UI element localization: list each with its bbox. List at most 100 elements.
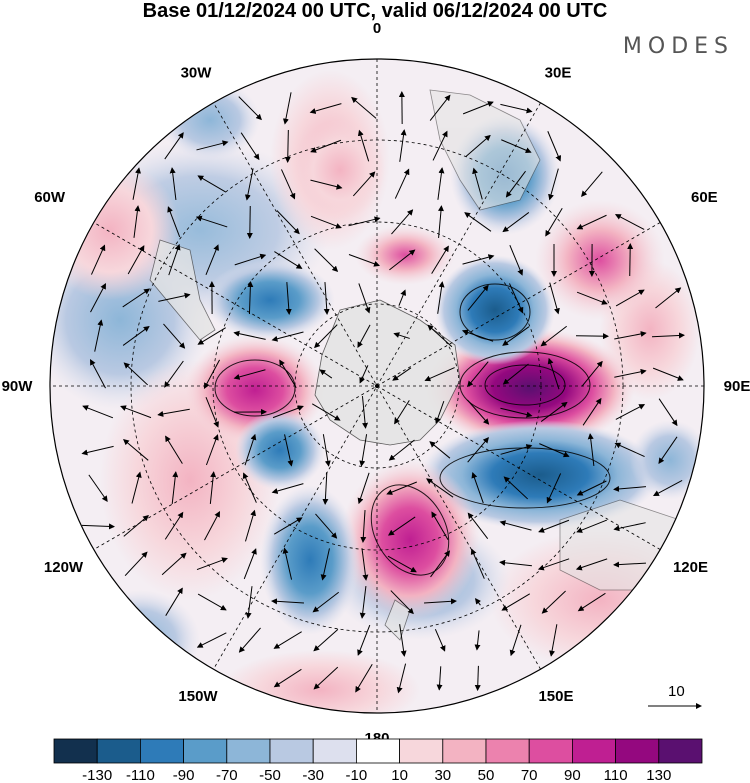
wind-vector — [499, 559, 532, 567]
wind-vector — [389, 249, 416, 271]
wind-vector — [651, 332, 685, 339]
wind-vector — [388, 439, 415, 461]
wind-vector — [320, 548, 330, 581]
wind-vector — [502, 363, 529, 385]
wind-vector — [164, 511, 184, 540]
wind-vector — [132, 167, 141, 200]
wind-vector — [437, 281, 445, 314]
colorbar-tick-label: -70 — [216, 767, 238, 783]
wind-vector — [81, 523, 115, 530]
wind-vector — [540, 325, 567, 347]
wind-vector — [615, 404, 646, 420]
wind-vector — [196, 632, 227, 648]
map-border — [49, 58, 705, 714]
wind-vector — [233, 369, 266, 380]
wind-vector — [122, 325, 150, 346]
wind-vector — [653, 480, 683, 497]
colorbar — [53, 738, 703, 764]
colorbar-swatch — [226, 738, 271, 764]
wind-vector — [357, 129, 370, 162]
wind-vector — [613, 561, 647, 568]
new-zealand — [384, 599, 411, 641]
wind-vector — [163, 323, 186, 349]
wind-vector — [312, 591, 340, 613]
wind-vector — [500, 407, 533, 418]
wind-vector — [396, 663, 407, 694]
wind-vector — [399, 624, 407, 657]
wind-vector — [360, 510, 367, 543]
wind-vector — [280, 169, 296, 200]
wind-vector — [238, 96, 262, 121]
colorbar-swatch — [139, 738, 184, 764]
wind-vector — [393, 332, 410, 339]
wind-vector — [273, 517, 303, 535]
africa — [429, 89, 541, 211]
wind-vector — [462, 254, 495, 265]
wind-vector — [205, 396, 219, 428]
wind-vector — [123, 439, 149, 461]
colorbar-tick-label: 130 — [646, 767, 671, 783]
wind-vector — [581, 171, 603, 197]
wind-vector — [437, 205, 444, 238]
colorbar-tick-label: 90 — [564, 767, 581, 783]
south-america — [149, 239, 216, 341]
wind-vector — [430, 550, 451, 578]
wind-vector — [90, 282, 106, 313]
wind-vector — [500, 444, 533, 455]
wind-vector — [503, 476, 529, 500]
wind-vector — [470, 548, 485, 579]
wind-vector — [171, 471, 179, 504]
anomaly-field — [50, 59, 704, 713]
colorbar-tick-label: -10 — [346, 767, 368, 783]
wind-vector — [398, 289, 407, 306]
wind-vector — [164, 360, 184, 388]
colorbar-swatch — [96, 738, 141, 764]
wind-vector — [322, 434, 331, 467]
wind-vector — [474, 630, 481, 651]
wind-vector — [467, 437, 489, 463]
wind-vector — [244, 433, 257, 466]
wind-vector — [434, 628, 446, 652]
wind-vector — [424, 367, 455, 382]
wind-vector — [310, 215, 342, 229]
colorbar-tick-label: -90 — [173, 767, 195, 783]
wind-vector — [436, 666, 443, 691]
wind-vector — [233, 330, 266, 340]
wind-vector — [658, 436, 678, 465]
wind-vector — [314, 248, 339, 272]
wind-vector — [165, 587, 183, 616]
wind-vector — [577, 592, 606, 612]
wind-vector — [240, 132, 260, 161]
wind-vector — [209, 471, 217, 504]
wind-vector — [474, 598, 481, 606]
wind-vector — [197, 593, 227, 611]
wind-vector — [539, 443, 570, 458]
wind-vector — [359, 434, 368, 467]
colorbar-swatch — [183, 738, 228, 764]
wind-vector — [195, 215, 228, 228]
wind-vector — [127, 245, 145, 275]
colorbar-swatch — [399, 738, 444, 764]
colorbar-tick-label: 30 — [434, 767, 451, 783]
colorbar-swatch — [528, 738, 573, 764]
wind-vector — [168, 243, 181, 276]
wind-vector — [272, 405, 304, 419]
colorbar-labels: -130 -110 -90 -70 -50 -30 -10 10 30 50 70 90 110 130 — [82, 767, 671, 783]
wind-vector — [205, 244, 219, 276]
wind-vector — [576, 291, 608, 305]
wind-vector — [613, 485, 646, 492]
wind-vector — [627, 243, 634, 277]
wind-vector — [655, 287, 682, 309]
wind-vector — [124, 551, 148, 577]
wind-vector — [122, 288, 151, 308]
wind-vector — [499, 520, 532, 531]
wind-vector — [276, 210, 300, 235]
wind-vector — [244, 509, 256, 542]
wind-vector — [437, 167, 445, 200]
colorbar-tick-label: -130 — [82, 767, 112, 783]
colorbar-swatch — [485, 738, 530, 764]
wind-vector — [314, 324, 338, 349]
wind-vector — [399, 129, 407, 162]
wind-vector — [509, 283, 524, 314]
wind-vector — [313, 628, 339, 652]
